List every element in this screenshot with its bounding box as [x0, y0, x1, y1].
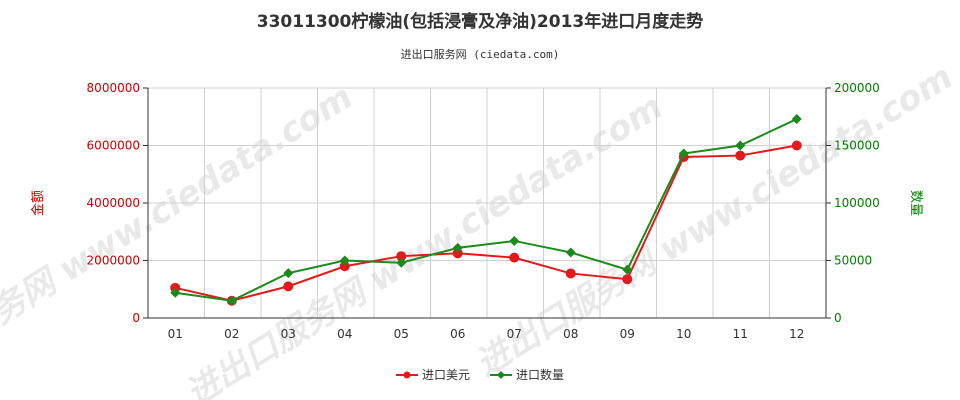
left-tick-label: 0 [132, 311, 140, 325]
series-point-2 [283, 268, 294, 279]
series-point-1 [735, 150, 746, 161]
legend-label-2: 进口数量 [516, 367, 564, 382]
left-axis-title: 金额 [30, 190, 46, 216]
chart-title: 33011300柠檬油(包括浸膏及净油)2013年进口月度走势 [257, 11, 703, 32]
x-tick-label: 09 [620, 327, 635, 341]
left-tick-label: 8000000 [87, 81, 140, 95]
x-tick-label: 06 [450, 327, 465, 341]
grid [147, 87, 827, 319]
series-point-2 [735, 140, 746, 151]
series-point-2 [452, 242, 463, 253]
legend-label-1: 进口美元 [422, 368, 470, 382]
series-point-2 [678, 148, 689, 159]
chart-subtitle: 进出口服务网 (ciedata.com) [401, 47, 560, 61]
watermark-text: 进出口服务网 www.ciedata.com [469, 57, 960, 385]
series-point-2 [339, 255, 350, 266]
x-tick-label: 05 [394, 327, 409, 341]
right-tick-label: 150000 [834, 139, 880, 153]
axes: 0 2000000 4000000 6000000 8000000 0 50000 10000… [87, 81, 880, 341]
series-point-2 [226, 295, 237, 306]
series-point-1 [509, 252, 520, 263]
x-tick-label: 10 [676, 327, 691, 341]
legend-marker-1 [403, 371, 411, 379]
series-point-2 [565, 247, 576, 258]
right-tick-label: 0 [834, 311, 842, 325]
series-line-1 [175, 144, 797, 302]
legend-marker-2 [497, 371, 505, 379]
x-tick-label: 11 [733, 327, 748, 341]
x-tick-label: 08 [563, 327, 578, 341]
right-tick-label: 200000 [834, 81, 880, 95]
x-tick-label: 07 [507, 327, 522, 341]
x-tick-label: 12 [789, 327, 804, 341]
right-axis-title: 数量 [908, 190, 923, 216]
series-point-1 [452, 248, 463, 259]
watermark-layer: 进出口服务网 www.ciedata.com 进出口服务网 www.ciedata… [0, 57, 960, 400]
series [170, 114, 802, 306]
series-point-2 [509, 235, 520, 246]
x-tick-label: 02 [224, 327, 239, 341]
series-point-2 [791, 114, 802, 125]
right-tick-label: 50000 [834, 254, 872, 268]
series-point-2 [622, 264, 633, 275]
legend: 进口美元 进口数量 [396, 367, 564, 382]
left-tick-label: 4000000 [87, 196, 140, 210]
series-line-2 [175, 118, 798, 302]
x-tick-label: 01 [168, 327, 183, 341]
left-tick-label: 2000000 [87, 254, 140, 268]
x-tick-label: 03 [281, 327, 296, 341]
series-point-2 [170, 287, 181, 298]
series-point-1 [622, 274, 633, 285]
right-tick-label: 100000 [834, 196, 880, 210]
x-tick-label: 04 [337, 327, 352, 341]
series-point-1 [565, 268, 576, 279]
series-point-1 [396, 251, 407, 262]
series-point-1 [791, 140, 802, 151]
series-point-2 [396, 257, 407, 268]
series-point-1 [339, 261, 350, 272]
series-point-1 [283, 281, 294, 292]
watermark-text: 进出口服务网 www.ciedata.com [0, 77, 360, 400]
left-tick-label: 6000000 [87, 139, 140, 153]
